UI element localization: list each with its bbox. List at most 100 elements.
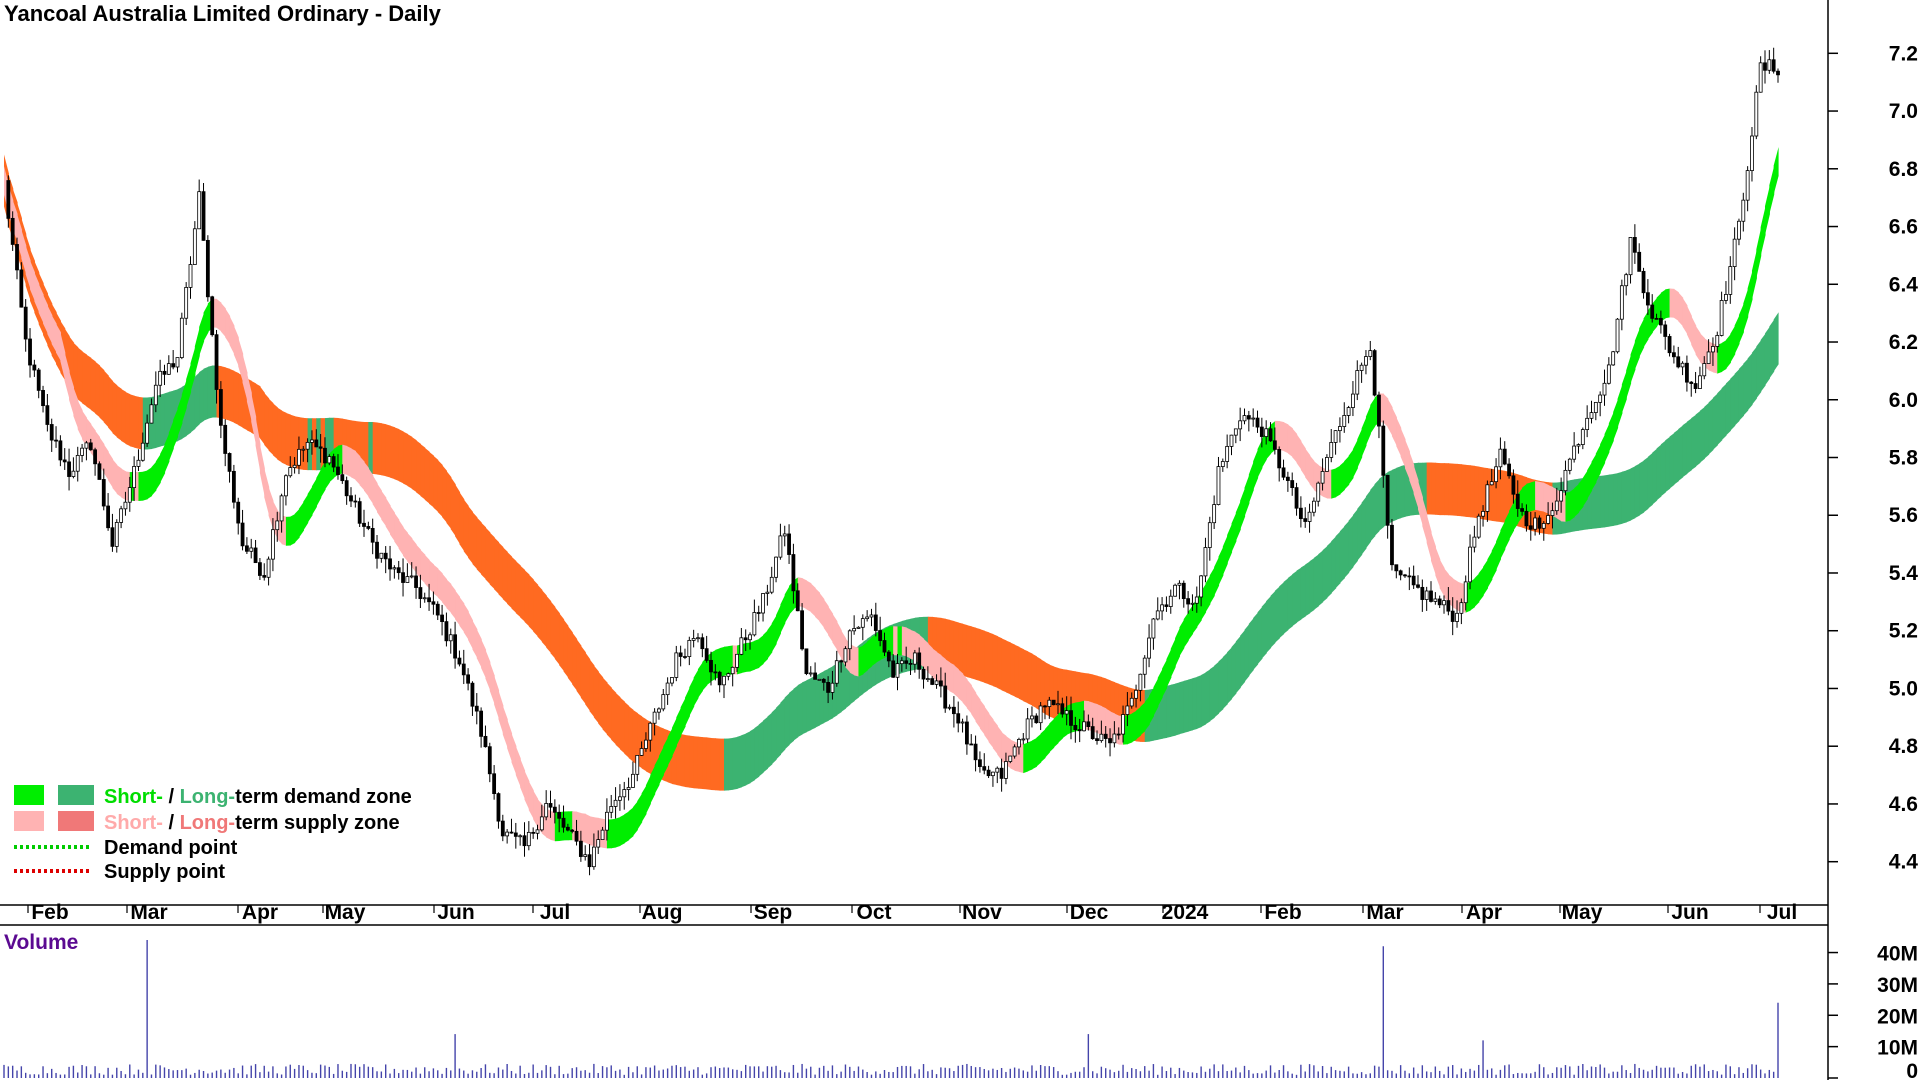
short-term-zone-segment: [1431, 531, 1436, 576]
long-term-zone-segment: [1248, 618, 1254, 676]
short-term-zone-segment: [724, 646, 729, 676]
candle-body: [544, 803, 549, 818]
short-term-zone-segment: [1695, 325, 1701, 362]
candle-body: [1125, 705, 1130, 715]
short-term-zone-segment: [676, 707, 682, 747]
short-term-zone-segment: [51, 315, 57, 353]
long-term-zone-segment: [233, 370, 239, 426]
candle-body: [1268, 428, 1273, 442]
short-term-zone-segment: [1331, 468, 1337, 499]
long-term-zone-segment: [745, 731, 751, 786]
short-term-zone-segment: [494, 675, 500, 720]
long-term-zone-segment: [1656, 444, 1662, 501]
long-term-zone-segment: [381, 423, 387, 477]
long-term-zone-segment: [1478, 466, 1484, 520]
short-term-zone-segment: [1335, 465, 1341, 498]
short-term-zone-segment: [472, 620, 478, 659]
candle-body: [1147, 637, 1151, 659]
candle-body: [479, 710, 484, 737]
candle-body: [1377, 394, 1381, 427]
long-term-zone-segment: [1444, 463, 1449, 516]
candle-body: [418, 587, 423, 599]
short-term-zone-segment: [923, 638, 929, 673]
short-term-zone-segment: [975, 692, 981, 729]
candle-body: [1524, 510, 1529, 527]
short-term-zone-segment: [320, 460, 326, 498]
short-term-zone-segment: [1530, 481, 1536, 512]
long-term-zone-segment: [1391, 467, 1397, 522]
candle-body: [912, 652, 917, 665]
short-term-zone-segment: [658, 746, 664, 785]
long-term-zone-segment: [771, 707, 777, 765]
candle-body: [735, 653, 739, 668]
candle-body: [535, 829, 540, 834]
candle-body: [284, 475, 288, 497]
long-term-zone-segment: [1756, 340, 1762, 399]
short-term-zone-segment: [1162, 659, 1168, 698]
candle-body: [132, 465, 137, 489]
short-term-zone-segment: [364, 461, 369, 497]
candle-body: [739, 637, 744, 655]
legend-label-supply-point: Supply point: [104, 861, 225, 883]
long-term-zone-segment: [1769, 319, 1775, 379]
candle-body: [1077, 729, 1082, 732]
short-term-zone-segment: [1448, 574, 1454, 608]
short-term-zone-segment: [667, 727, 673, 766]
candle-body: [1056, 703, 1060, 706]
short-term-zone-segment: [671, 717, 677, 757]
short-term-zone-segment: [1574, 483, 1580, 518]
long-term-zone-segment: [802, 680, 808, 735]
candle-body: [1038, 705, 1043, 724]
candle-body: [266, 558, 271, 578]
short-term-zone-segment: [264, 468, 270, 516]
short-term-zone-segment: [511, 733, 517, 776]
legend-supply-rest: term supply zone: [235, 812, 399, 834]
candle-body: [683, 656, 687, 658]
candle-body: [1086, 721, 1091, 727]
long-term-zone-segment: [194, 372, 200, 429]
candle-body: [965, 721, 969, 745]
long-term-zone-segment: [1704, 402, 1710, 459]
long-term-zone-segment: [1040, 659, 1046, 715]
long-term-zone-segment: [750, 728, 755, 784]
candle-body: [487, 746, 492, 775]
candle-body: [1702, 363, 1707, 377]
short-term-zone-segment: [43, 294, 48, 334]
y-tick-label: 6.2: [1889, 331, 1918, 354]
short-term-zone-segment: [229, 316, 235, 355]
short-term-zone-segment: [403, 527, 408, 562]
long-term-zone-segment: [99, 365, 105, 423]
short-term-zone-segment: [1600, 434, 1606, 473]
long-term-zone-segment: [112, 381, 118, 438]
candle-body: [474, 705, 479, 712]
long-term-zone-segment: [780, 697, 786, 755]
long-term-zone-segment: [546, 595, 552, 654]
candle-body: [127, 487, 132, 503]
long-term-zone-segment: [958, 622, 964, 676]
long-term-zone-segment: [585, 652, 591, 712]
candle-body: [1719, 300, 1724, 336]
long-term-zone-segment: [103, 370, 109, 428]
candle-body: [652, 711, 657, 724]
short-term-zone-segment: [971, 685, 977, 722]
candle-body: [327, 456, 332, 464]
short-term-zone-segment: [992, 719, 998, 755]
long-term-zone-segment: [420, 444, 426, 500]
short-term-zone-segment: [1231, 512, 1237, 553]
candle-body: [75, 455, 80, 472]
short-term-zone-segment: [1591, 453, 1597, 491]
candle-body: [1645, 292, 1650, 306]
short-term-zone-segment: [116, 464, 122, 498]
candle-body: [1021, 738, 1026, 741]
candle-body: [722, 675, 726, 686]
long-term-zone-segment: [1734, 368, 1740, 426]
short-term-zone-segment: [73, 387, 79, 430]
long-term-zone-segment: [1053, 666, 1059, 720]
short-term-zone-segment: [567, 811, 573, 841]
long-term-zone-segment: [416, 440, 421, 497]
long-term-zone-segment: [1708, 397, 1714, 455]
candle-body: [1754, 91, 1759, 137]
candle-body: [1108, 738, 1112, 744]
candle-body: [349, 495, 353, 502]
